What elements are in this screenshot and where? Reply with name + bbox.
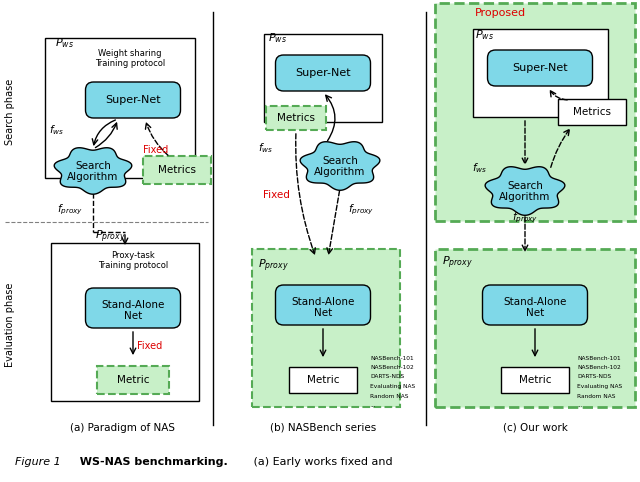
Text: Proxy-task: Proxy-task (111, 252, 155, 260)
Bar (97, 366, 169, 394)
Text: $P_{proxy}$: $P_{proxy}$ (258, 258, 289, 274)
Bar (558, 99, 626, 125)
Text: Super-Net: Super-Net (512, 63, 568, 73)
Bar (501, 367, 569, 393)
Text: Training protocol: Training protocol (95, 58, 165, 67)
Text: $f_{ws}$: $f_{ws}$ (472, 161, 487, 175)
Polygon shape (54, 148, 132, 194)
Text: ...: ... (370, 403, 376, 408)
Text: Algorithm: Algorithm (499, 192, 550, 202)
Text: Fixed: Fixed (137, 341, 163, 351)
Text: (a) Early works fixed and: (a) Early works fixed and (250, 457, 392, 467)
Bar (289, 367, 357, 393)
Text: $P_{ws}$: $P_{ws}$ (475, 28, 494, 42)
Text: $P_{ws}$: $P_{ws}$ (268, 31, 287, 45)
Bar (435, 3, 635, 221)
Text: $f_{ws}$: $f_{ws}$ (259, 141, 274, 155)
Text: Net: Net (314, 308, 332, 318)
Text: Net: Net (124, 311, 142, 321)
Bar (45, 38, 195, 178)
Text: $P_{proxy}$: $P_{proxy}$ (95, 229, 126, 245)
Text: Figure 1: Figure 1 (15, 457, 61, 467)
Text: Metrics: Metrics (277, 113, 315, 123)
Text: $f_{proxy}$: $f_{proxy}$ (512, 211, 538, 225)
Bar (264, 34, 382, 122)
Text: $P_{ws}$: $P_{ws}$ (55, 36, 74, 50)
Text: Metrics: Metrics (573, 107, 611, 117)
Text: WS-NAS benchmarking.: WS-NAS benchmarking. (72, 457, 228, 467)
Text: Evaluating NAS: Evaluating NAS (370, 384, 415, 389)
Text: Evaluation phase: Evaluation phase (5, 283, 15, 367)
Text: $P_{proxy}$: $P_{proxy}$ (442, 255, 473, 271)
Text: (a) Paradigm of NAS: (a) Paradigm of NAS (70, 423, 175, 433)
Text: Super-Net: Super-Net (105, 95, 161, 105)
Bar (266, 106, 326, 130)
Text: (c) Our work: (c) Our work (502, 423, 568, 433)
Text: Fixed: Fixed (263, 190, 290, 200)
Text: Net: Net (526, 308, 544, 318)
FancyBboxPatch shape (86, 288, 180, 328)
Polygon shape (300, 142, 380, 190)
Text: Proposed: Proposed (475, 8, 526, 18)
Text: $f_{ws}$: $f_{ws}$ (49, 123, 65, 137)
Text: $f_{proxy}$: $f_{proxy}$ (57, 203, 83, 217)
Text: Search phase: Search phase (5, 79, 15, 145)
Text: Search: Search (75, 161, 111, 171)
FancyBboxPatch shape (488, 50, 593, 86)
Text: Random NAS: Random NAS (370, 393, 408, 399)
Text: (b) NASBench series: (b) NASBench series (270, 423, 376, 433)
Text: DARTS-NDS: DARTS-NDS (577, 375, 611, 379)
Bar (51, 243, 199, 401)
FancyBboxPatch shape (275, 55, 371, 91)
FancyBboxPatch shape (86, 82, 180, 118)
Text: Metric: Metric (116, 375, 149, 385)
Text: Search: Search (507, 181, 543, 191)
Text: Random NAS: Random NAS (577, 393, 616, 399)
Text: Stand-Alone: Stand-Alone (291, 297, 355, 307)
Text: Training protocol: Training protocol (98, 262, 168, 270)
Bar (143, 156, 211, 184)
Text: NASBench-101: NASBench-101 (370, 356, 413, 361)
Polygon shape (485, 167, 565, 215)
Text: NASBench-102: NASBench-102 (577, 365, 621, 370)
Text: ...: ... (577, 403, 582, 408)
Text: Stand-Alone: Stand-Alone (101, 300, 164, 310)
Text: Metric: Metric (519, 375, 551, 385)
Text: Weight sharing: Weight sharing (99, 49, 162, 57)
Bar (252, 249, 400, 407)
Text: Fixed: Fixed (143, 145, 168, 155)
Text: Search: Search (322, 156, 358, 166)
FancyBboxPatch shape (275, 285, 371, 325)
Text: Metrics: Metrics (158, 165, 196, 175)
Text: NASBench-101: NASBench-101 (577, 356, 621, 361)
Text: Stand-Alone: Stand-Alone (503, 297, 566, 307)
Text: Super-Net: Super-Net (295, 68, 351, 78)
Text: DARTS-NDS: DARTS-NDS (370, 375, 404, 379)
Text: NASBench-102: NASBench-102 (370, 365, 413, 370)
Bar (472, 29, 607, 117)
Text: Evaluating NAS: Evaluating NAS (577, 384, 622, 389)
Text: $f_{proxy}$: $f_{proxy}$ (348, 203, 374, 217)
Text: Metric: Metric (307, 375, 339, 385)
Text: Algorithm: Algorithm (314, 167, 365, 177)
Text: Algorithm: Algorithm (67, 172, 118, 182)
FancyBboxPatch shape (483, 285, 588, 325)
Bar (435, 249, 635, 407)
